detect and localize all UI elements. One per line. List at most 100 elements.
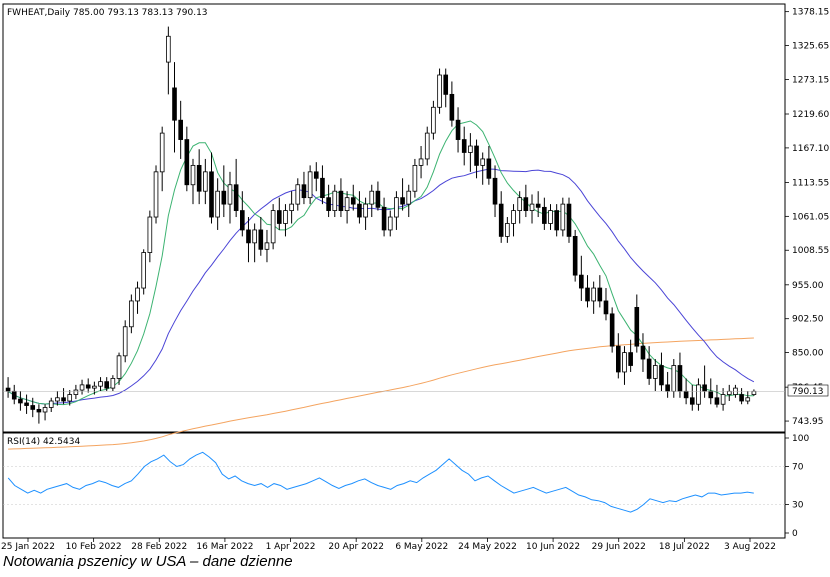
candle-up <box>548 210 553 224</box>
candle-up <box>652 365 658 379</box>
candle-up <box>67 394 73 402</box>
candle-up <box>135 287 140 302</box>
candle-up <box>55 397 60 402</box>
candle-up <box>159 132 165 173</box>
time-tick-label: 1 Apr 2022 <box>266 542 316 552</box>
candle-up <box>203 171 208 192</box>
candle-up <box>147 216 153 253</box>
candle-down <box>357 203 362 218</box>
price-tick-label: 1167.10 <box>792 144 829 154</box>
candle-up <box>289 203 294 211</box>
candle-down <box>449 93 455 121</box>
candle-down <box>36 409 42 413</box>
candle-down <box>579 274 584 289</box>
candle-down <box>184 139 190 186</box>
candle-down <box>597 287 603 302</box>
candle-up <box>387 216 393 231</box>
candle-up <box>622 352 627 373</box>
time-tick-label: 10 Jun 2022 <box>526 542 580 552</box>
candle-down <box>320 177 325 199</box>
candle-up <box>363 203 368 218</box>
candle-up <box>227 184 233 205</box>
price-tick-label: 850.00 <box>792 349 824 359</box>
chart-caption: Notowania pszenicy w USA – dane dzienne <box>3 553 293 570</box>
time-tick-label: 25 Jan 2022 <box>1 542 55 552</box>
time-tick-label: 29 Jun 2022 <box>592 542 646 552</box>
rsi-tick-label: 0 <box>792 529 798 539</box>
candle-up <box>307 171 313 199</box>
price-tick-label: 1113.55 <box>792 178 829 188</box>
candle-up <box>129 300 134 328</box>
candle-down <box>18 398 23 404</box>
price-tick-label: 955.00 <box>792 281 824 291</box>
rsi-tick-label: 30 <box>792 501 804 511</box>
chart-header: FWHEAT,Daily 785.00 793.13 783.13 790.13 <box>7 8 208 18</box>
candle-down <box>104 381 110 389</box>
candle-down <box>240 210 245 231</box>
ma-mid-path <box>7 168 755 405</box>
candle-down <box>702 384 707 392</box>
candle-up <box>42 407 48 413</box>
time-tick-label: 28 Feb 2022 <box>131 542 187 552</box>
candle-down <box>486 158 492 179</box>
candle-up <box>431 106 436 134</box>
candle-up <box>468 145 473 153</box>
candle-down <box>634 307 640 347</box>
rsi-tick-label: 70 <box>792 463 804 473</box>
candle-down <box>375 190 381 208</box>
candle-up <box>418 158 424 166</box>
candle-down <box>739 394 744 402</box>
candle-down <box>233 184 239 211</box>
candle-up <box>116 355 122 379</box>
candle-up <box>505 223 510 237</box>
rsi-header: RSI(14) 42.5434 <box>7 437 80 447</box>
last-price-marker: 790.13 <box>3 384 829 397</box>
candle-down <box>535 203 541 208</box>
rsi-axis: 100 70 30 0 <box>3 434 809 539</box>
candle-up <box>48 400 54 408</box>
price-tick-label: 1273.15 <box>792 75 829 85</box>
candle-down <box>566 203 572 237</box>
candle-down <box>455 119 461 140</box>
candle-up <box>215 190 220 218</box>
time-tick-label: 10 Feb 2022 <box>66 542 122 552</box>
candle-down <box>172 87 177 121</box>
price-tick-label: 743.95 <box>792 417 824 427</box>
candle-up <box>110 378 116 389</box>
candle-down <box>572 235 578 276</box>
time-axis: 25 Jan 2022 10 Feb 2022 28 Feb 2022 16 Mar … <box>1 538 776 552</box>
candle-down <box>659 365 664 386</box>
candle-up <box>671 365 677 392</box>
candle-up <box>726 390 732 395</box>
candle-down <box>492 177 498 205</box>
time-tick-label: 20 Apr 2022 <box>328 542 384 552</box>
candle-up <box>283 210 288 224</box>
candle-down <box>554 210 559 231</box>
candle-up <box>745 397 751 402</box>
candle-up <box>591 287 596 302</box>
candle-down <box>461 139 467 153</box>
time-tick-label: 16 Mar 2022 <box>196 542 253 552</box>
candle-down <box>646 358 652 379</box>
candle-down <box>523 197 529 211</box>
candle-up <box>480 158 486 166</box>
candle-up <box>394 197 399 218</box>
candle-down <box>326 197 331 211</box>
price-axis: 1378.15 1325.65 1273.15 1219.60 1167.10 1113.… <box>785 8 829 427</box>
candle-up <box>517 197 522 211</box>
candle-up <box>252 229 257 244</box>
time-tick-label: 6 May 2022 <box>395 542 448 552</box>
candle-down <box>301 184 307 199</box>
candle-down <box>665 384 670 392</box>
candle-up <box>751 390 757 395</box>
candle-down <box>585 287 590 302</box>
candle-up <box>153 171 159 218</box>
candle-down <box>689 397 695 405</box>
candles <box>5 26 757 424</box>
last-price-box <box>787 384 829 397</box>
candle-up <box>92 385 97 389</box>
price-tick-label: 1325.65 <box>792 42 829 52</box>
candle-down <box>683 390 689 399</box>
candle-down <box>276 210 282 224</box>
